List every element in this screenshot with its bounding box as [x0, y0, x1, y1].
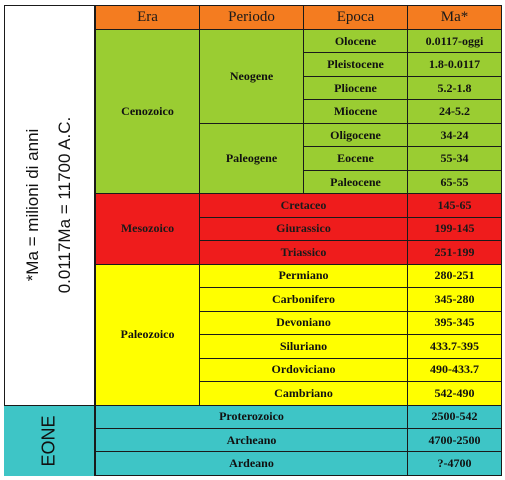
- epoca-cell: Pleistocene: [303, 52, 408, 77]
- table-row: Ardeano ?-4700: [95, 451, 502, 476]
- ma-cell: 145-65: [407, 193, 502, 218]
- periodo-cell: Triassico: [199, 240, 408, 265]
- ma-cell: 65-55: [407, 169, 502, 195]
- eone-cell: Ardeano: [95, 451, 408, 476]
- era-cenozoico: Cenozoico: [95, 28, 200, 195]
- ma-cell: 345-280: [407, 287, 502, 312]
- header-periodo: Periodo: [199, 5, 304, 30]
- epoca-cell: Pliocene: [303, 75, 408, 101]
- ma-cell: 5.2-1.8: [407, 75, 502, 101]
- periodo-cell: Carbonifero: [199, 287, 408, 312]
- eone-cell: Archeano: [95, 427, 408, 453]
- ma-conversion-note: 0.0117Ma = 11700 A.C.: [55, 116, 74, 294]
- ma-definition-note: *Ma = milioni di anni: [23, 128, 42, 282]
- table-row: Archeano 4700-2500: [95, 427, 502, 453]
- ma-cell: 251-199: [407, 240, 502, 265]
- eone-label: EONE: [38, 415, 59, 467]
- ma-cell: 1.8-0.0117: [407, 52, 502, 77]
- table-row: Paleozoico Permiano 280-251: [95, 263, 502, 406]
- periodo-cell: Giurassico: [199, 216, 408, 242]
- ma-cell: 34-24: [407, 122, 502, 148]
- table-row: Proterozoico 2500-542: [95, 404, 502, 429]
- era-paleozoico: Paleozoico: [95, 263, 200, 406]
- epoca-cell: Oligocene: [303, 122, 408, 148]
- ma-cell: 55-34: [407, 146, 502, 171]
- header-ma: Ma*: [407, 5, 502, 30]
- periodo-cell: Permiano: [199, 263, 408, 289]
- header-era: Era: [95, 5, 200, 30]
- periodo-neogene: Neogene: [199, 29, 304, 124]
- ma-cell: 490-433.7: [407, 357, 502, 383]
- ma-cell: 433.7-395: [407, 334, 502, 359]
- epoca-cell: Eocene: [303, 146, 408, 171]
- ma-cell: 0.0117-oggi: [407, 28, 502, 54]
- ma-cell: 395-345: [407, 310, 502, 336]
- ma-cell: 2500-542: [407, 404, 502, 429]
- ma-cell: 280-251: [407, 263, 502, 289]
- epoca-cell: Olocene: [303, 28, 408, 54]
- geologic-time-table: Era Periodo Epoca Ma* Cenozoico Neogene …: [95, 5, 502, 476]
- ma-cell: ?-4700: [407, 451, 502, 476]
- eone-cell: Proterozoico: [95, 404, 408, 429]
- ma-cell: 4700-2500: [407, 427, 502, 453]
- epoca-cell: Paleocene: [303, 169, 408, 195]
- periodo-cell: Cambriano: [199, 381, 408, 406]
- periodo-cell: Cretaceo: [199, 193, 408, 218]
- header-row: Era Periodo Epoca Ma*: [95, 5, 502, 30]
- table-row: Cenozoico Neogene Olocene 0.0117-oggi: [95, 28, 502, 195]
- eone-side-panel: EONE: [4, 405, 95, 476]
- side-note-panel: *Ma = milioni di anni 0.0117Ma = 11700 A…: [4, 5, 95, 405]
- periodo-cell: Siluriano: [199, 334, 408, 359]
- periodo-paleogene: Paleogene: [199, 122, 304, 195]
- table-row: Mesozoico Cretaceo 145-65: [95, 193, 502, 265]
- ma-cell: 199-145: [407, 216, 502, 242]
- periodo-cell: Ordoviciano: [199, 357, 408, 383]
- epoca-cell: Miocene: [303, 99, 408, 124]
- header-epoca: Epoca: [303, 5, 408, 30]
- ma-cell: 24-5.2: [407, 99, 502, 124]
- ma-cell: 542-490: [407, 381, 502, 406]
- periodo-cell: Devoniano: [199, 310, 408, 336]
- era-mesozoico: Mesozoico: [95, 193, 200, 265]
